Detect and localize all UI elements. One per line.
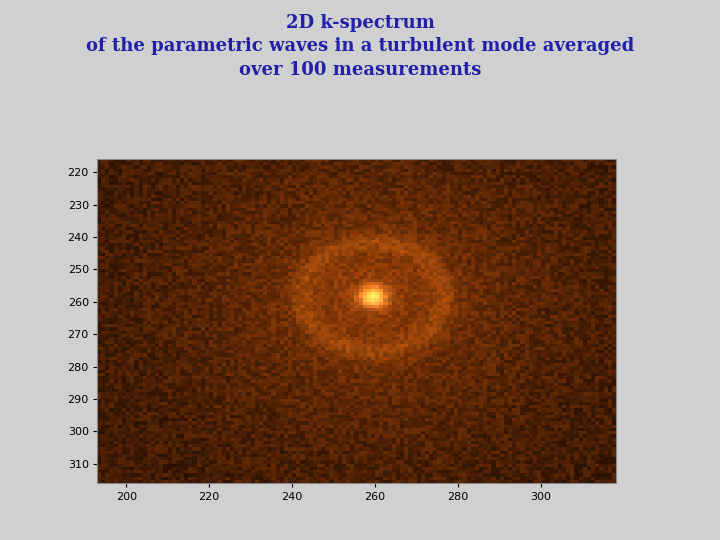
Text: 2D k-spectrum
of the parametric waves in a turbulent mode averaged
over 100 meas: 2D k-spectrum of the parametric waves in… xyxy=(86,14,634,79)
